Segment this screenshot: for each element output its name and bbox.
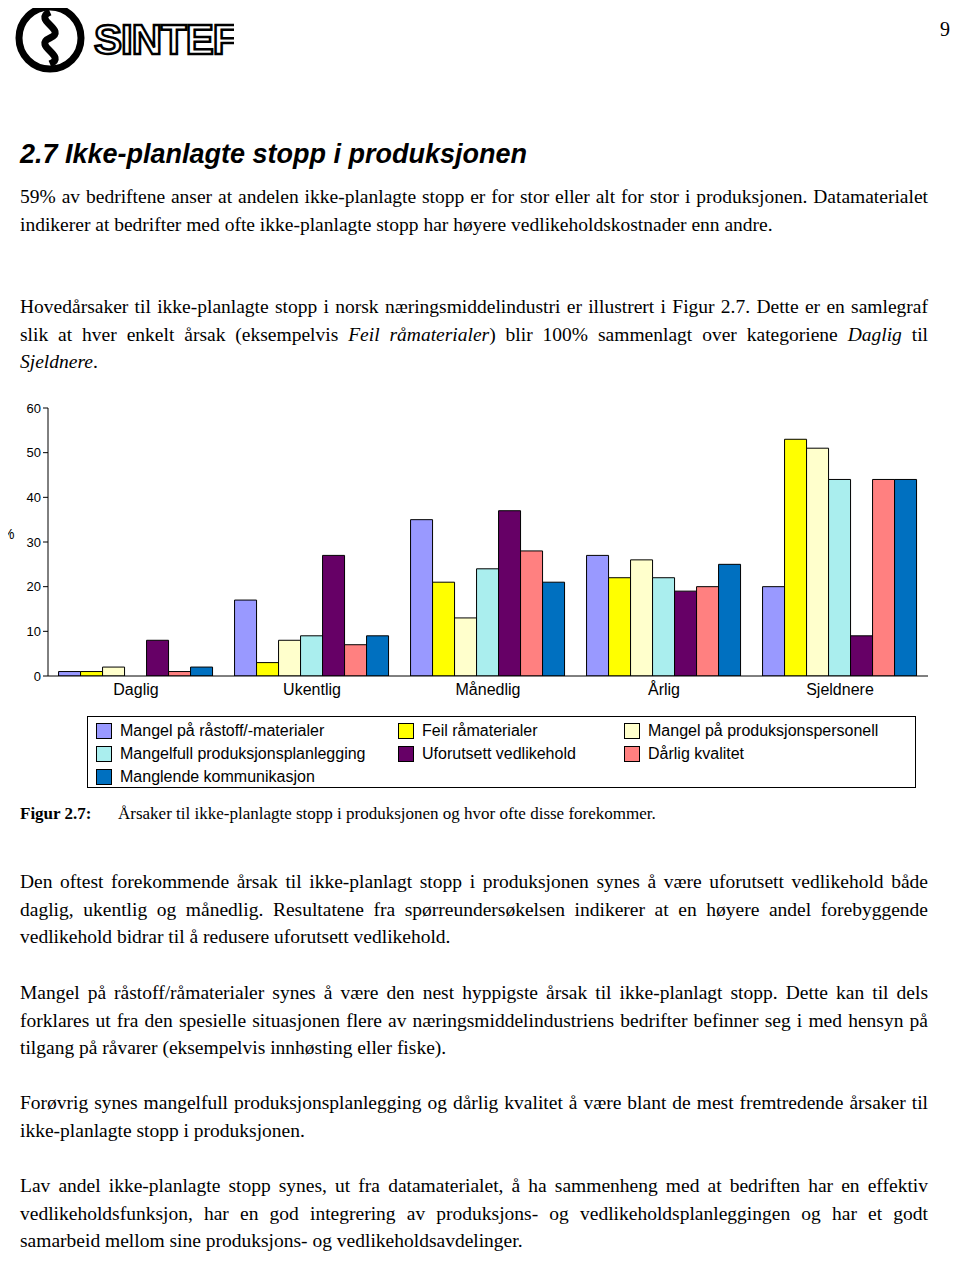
svg-text:50: 50 — [27, 445, 41, 460]
svg-text:60: 60 — [27, 401, 41, 416]
svg-text:Ukentlig: Ukentlig — [283, 681, 341, 698]
html-text:Sjeldnere.: Sjeldnere. — [20, 351, 98, 372]
svg-text:Månedlig: Månedlig — [456, 681, 521, 698]
svg-text:0: 0 — [34, 669, 41, 684]
html-text:59% av bedriftene anser at and: 59% av bedriftene anser at andelen ikke-… — [20, 186, 928, 235]
html-text:Feil råmaterialer: Feil råmaterialer — [422, 721, 538, 739]
html-text:Mangelfull produksjonsplanlegg: Mangelfull produksjonsplanlegging — [120, 744, 366, 762]
svg-text:40: 40 — [27, 490, 41, 505]
html-text:Dårlig kvalitet: Dårlig kvalitet — [648, 744, 744, 762]
html-text:Lav andel ikke-planlagte stopp: Lav andel ikke-planlagte stopp synes, ut… — [20, 1175, 928, 1251]
html-text:9: 9 — [940, 18, 950, 40]
svg-text:20: 20 — [27, 579, 41, 594]
svg-text:10: 10 — [27, 624, 41, 639]
html-text:Mangel på råstoff/råmaterialer: Mangel på råstoff/råmaterialer synes å v… — [20, 982, 928, 1058]
svg-text:Daglig: Daglig — [113, 681, 158, 698]
html-text:Manglende kommunikasjon: Manglende kommunikasjon — [120, 768, 315, 786]
svg-text:Sjeldnere: Sjeldnere — [806, 681, 874, 698]
html-text:Mangel på råstoff/-materialer: Mangel på råstoff/-materialer — [120, 721, 325, 739]
svg-text:30: 30 — [27, 535, 41, 550]
html-text:2.7 Ikke-planlagte stopp i pro: 2.7 Ikke-planlagte stopp i produksjonen — [20, 139, 528, 169]
html-text:Årsaker til ikke-planlagte sto: Årsaker til ikke-planlagte stopp i produ… — [118, 804, 656, 823]
svg-text:Årlig: Årlig — [648, 680, 680, 698]
html-text:Den oftest forekommende årsak: Den oftest forekommende årsak til ikke-p… — [20, 871, 928, 947]
html-text:Forøvrig synes mangelfull prod: Forøvrig synes mangelfull produksjonspla… — [20, 1092, 928, 1141]
html-text:Figur 2.7:: Figur 2.7: — [20, 804, 92, 823]
html-text:Uforutsett vedlikehold: Uforutsett vedlikehold — [422, 744, 576, 762]
svg-text:SINTEF: SINTEF — [94, 16, 234, 63]
html-text:Hovedårsaker til ikke-planlagt: Hovedårsaker til ikke-planlagte stopp i … — [20, 296, 928, 345]
html-text:Mangel på produksjonspersonell: Mangel på produksjonspersonell — [648, 721, 879, 739]
